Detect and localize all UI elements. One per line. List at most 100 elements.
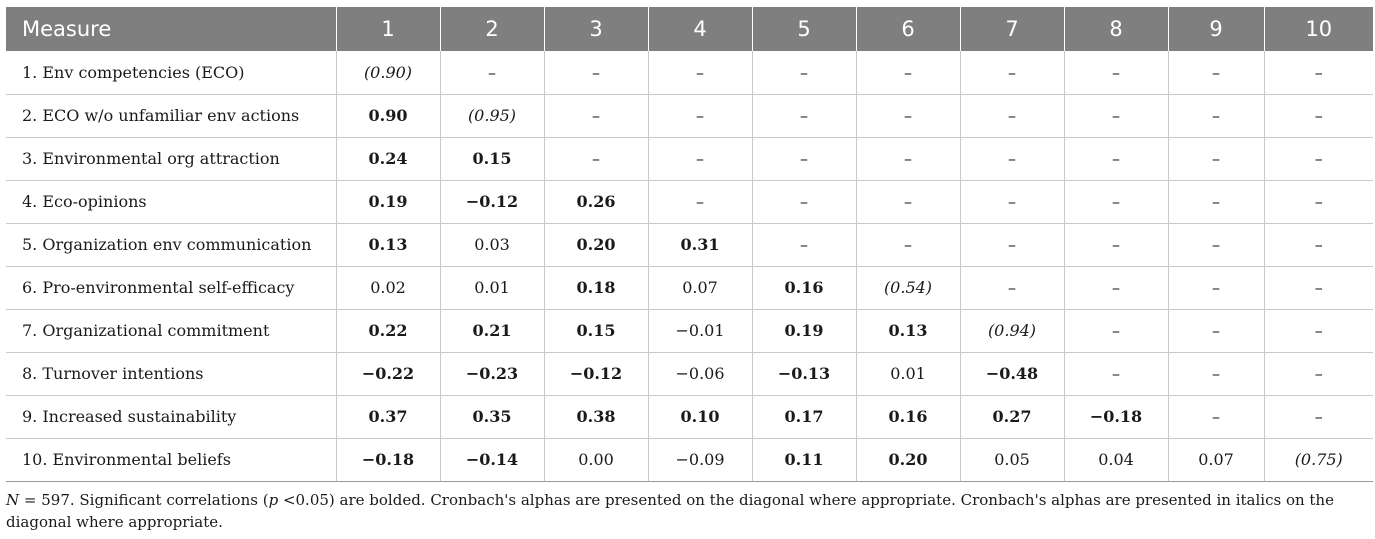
table-cell: –	[1263, 352, 1373, 396]
table-cell: –	[751, 137, 856, 181]
table-cell: (0.94)	[959, 309, 1064, 353]
table-cell: 0.90	[335, 94, 440, 138]
table-cell: 0.04	[1063, 438, 1168, 482]
table-cell: –	[1167, 223, 1264, 267]
table-cell: −0.22	[335, 352, 440, 396]
footnote-sample-size: = 597. Significant correlations (	[19, 491, 269, 509]
table-cell: –	[751, 51, 856, 95]
table-row: 5. Organization env communication 0.13 0.0…	[6, 223, 1373, 267]
table-cell: –	[959, 266, 1064, 310]
table-cell: –	[1167, 266, 1264, 310]
header-col-5: 5	[751, 7, 856, 51]
table-cell: –	[1263, 266, 1373, 310]
table-cell: –	[1063, 180, 1168, 224]
table-header-row: Measure 1 2 3 4 5 6 7 8 9 10	[6, 7, 1373, 51]
table-cell: –	[855, 137, 960, 181]
table-cell: –	[855, 51, 960, 95]
table-cell: 0.07	[647, 266, 752, 310]
row-label: 7. Organizational commitment	[6, 309, 336, 353]
table-cell: –	[543, 94, 648, 138]
table-cell: –	[855, 223, 960, 267]
table-cell: –	[1063, 352, 1168, 396]
table-cell: 0.24	[335, 137, 440, 181]
table-row: 1. Env competencies (ECO) (0.90) – – – – – – – – –	[6, 51, 1373, 95]
table-cell: –	[543, 51, 648, 95]
table-cell: −0.06	[647, 352, 752, 396]
footnote-n-symbol: N	[6, 491, 20, 509]
row-label: 1. Env competencies (ECO)	[6, 51, 336, 95]
table-cell: –	[1063, 223, 1168, 267]
table-cell: –	[959, 51, 1064, 95]
table-cell: 0.01	[439, 266, 544, 310]
table-cell: 0.10	[647, 395, 752, 439]
table-cell: –	[1263, 180, 1373, 224]
row-label: 10. Environmental beliefs	[6, 438, 336, 482]
header-col-4: 4	[647, 7, 752, 51]
table-cell: 0.13	[855, 309, 960, 353]
table-cell: –	[647, 94, 752, 138]
table-cell: –	[439, 51, 544, 95]
table-cell: –	[647, 51, 752, 95]
table-cell: −0.18	[335, 438, 440, 482]
table-cell: 0.03	[439, 223, 544, 267]
table-cell: 0.26	[543, 180, 648, 224]
table-cell: –	[1263, 395, 1373, 439]
table-cell: 0.31	[647, 223, 752, 267]
table-row: 3. Environmental org attraction 0.24 0.15–…	[6, 137, 1373, 181]
table-cell: –	[1167, 137, 1264, 181]
table-cell: –	[959, 223, 1064, 267]
table-cell: 0.15	[439, 137, 544, 181]
table-cell: –	[751, 94, 856, 138]
table-cell: –	[751, 180, 856, 224]
table-cell: –	[959, 137, 1064, 181]
table-cell: 0.11	[751, 438, 856, 482]
table-cell: 0.20	[855, 438, 960, 482]
header-col-8: 8	[1063, 7, 1168, 51]
table-row: 8. Turnover intentions −0.22 −0.23 −0.12 −0.…	[6, 352, 1373, 396]
table-cell: 0.38	[543, 395, 648, 439]
header-col-9: 9	[1167, 7, 1264, 51]
table-cell: –	[1167, 94, 1264, 138]
table-cell: 0.22	[335, 309, 440, 353]
table-cell: 0.35	[439, 395, 544, 439]
table-row: 9. Increased sustainability 0.37 0.35 0.38 0…	[6, 395, 1373, 439]
table-cell: –	[1167, 395, 1264, 439]
table-cell: 0.18	[543, 266, 648, 310]
table-cell: 0.37	[335, 395, 440, 439]
table-cell: 0.21	[439, 309, 544, 353]
table-cell: –	[751, 223, 856, 267]
row-label: 4. Eco-opinions	[6, 180, 336, 224]
table-cell: –	[1167, 180, 1264, 224]
table-cell: 0.15	[543, 309, 648, 353]
table-cell: (0.75)	[1263, 438, 1373, 482]
table-cell: −0.01	[647, 309, 752, 353]
table-cell: 0.17	[751, 395, 856, 439]
table-cell: −0.12	[439, 180, 544, 224]
table-cell: 0.20	[543, 223, 648, 267]
table-cell: 0.16	[751, 266, 856, 310]
header-measure: Measure	[22, 17, 112, 41]
table-body: 1. Env competencies (ECO) (0.90) – – – – – – – – –…	[6, 51, 1373, 482]
row-label: 5. Organization env communication	[6, 223, 336, 267]
footnote-text: <0.05) are bolded. Cronbach's alphas are…	[6, 491, 1334, 531]
table-row: 7. Organizational commitment 0.22 0.21 0.15…	[6, 309, 1373, 353]
table-cell: 0.02	[335, 266, 440, 310]
row-label: 8. Turnover intentions	[6, 352, 336, 396]
table-cell: −0.09	[647, 438, 752, 482]
table-cell: −0.13	[751, 352, 856, 396]
table-cell: (0.90)	[335, 51, 440, 95]
table-cell: –	[1167, 352, 1264, 396]
header-col-1: 1	[335, 7, 440, 51]
header-col-3: 3	[543, 7, 648, 51]
table-cell: 0.00	[543, 438, 648, 482]
table-footnote: N = 597. Significant correlations (p <0.…	[6, 489, 1356, 533]
table-cell: 0.07	[1167, 438, 1264, 482]
table-cell: −0.23	[439, 352, 544, 396]
row-label: 2. ECO w/o unfamiliar env actions	[6, 94, 336, 138]
table-cell: –	[1263, 51, 1373, 95]
table-cell: –	[959, 180, 1064, 224]
table-cell: −0.14	[439, 438, 544, 482]
header-col-7: 7	[959, 7, 1064, 51]
table-cell: −0.12	[543, 352, 648, 396]
table-cell: –	[1263, 94, 1373, 138]
